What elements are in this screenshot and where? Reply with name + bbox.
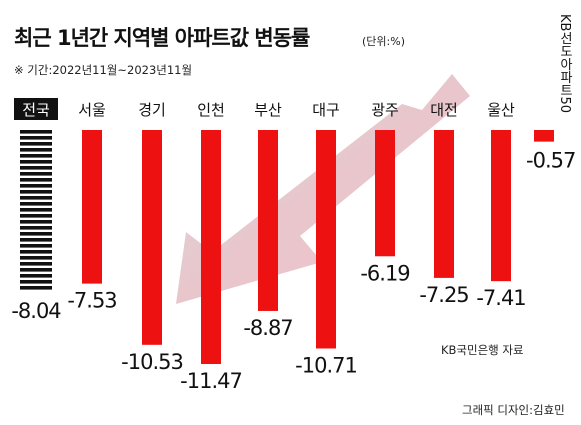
category-label-kb50: KB선도아파트50 <box>557 14 572 113</box>
value-label-3: -11.47 <box>180 369 242 393</box>
value-label-8: -7.41 <box>476 286 525 310</box>
bar-2 <box>142 130 162 345</box>
category-label-2: 경기 <box>138 101 166 119</box>
chart-title: 최근 1년간 지역별 아파트값 변동률 <box>14 26 310 50</box>
unit-label: (단위:%) <box>362 35 405 48</box>
value-label-7: -7.25 <box>419 283 468 307</box>
bar-3 <box>201 130 221 364</box>
bar-9 <box>534 130 554 142</box>
value-label-4: -8.87 <box>243 316 292 340</box>
bar-6 <box>375 130 395 257</box>
source-note: KB국민은행 자료 <box>441 343 524 357</box>
category-label-3: 인천 <box>197 101 225 119</box>
value-label-6: -6.19 <box>360 261 409 285</box>
bar-7 <box>434 130 454 278</box>
bar-8 <box>491 130 511 282</box>
highlight-label-bg <box>14 98 58 120</box>
value-label-9: -0.57 <box>526 149 575 173</box>
category-label-0: 전국 <box>22 101 50 119</box>
category-label-6: 광주 <box>371 101 399 119</box>
value-label-2: -10.53 <box>121 350 183 374</box>
bar-1 <box>82 130 102 284</box>
category-label-5: 대구 <box>312 101 340 119</box>
graphic-credit: 그래픽 디자인:김효민 <box>462 403 565 417</box>
bar-5 <box>316 130 336 349</box>
value-label-5: -10.71 <box>295 353 357 377</box>
period-label: ※ 기간:2022년11월~2023년11월 <box>14 63 193 77</box>
bar-4 <box>258 130 278 311</box>
value-label-1: -7.53 <box>67 289 116 313</box>
value-label-0: -8.04 <box>11 299 61 323</box>
category-label-1: 서울 <box>78 101 106 119</box>
category-label-8: 울산 <box>487 101 515 119</box>
category-label-4: 부산 <box>254 101 282 119</box>
bar-national <box>20 130 52 290</box>
category-label-7: 대전 <box>430 101 458 119</box>
